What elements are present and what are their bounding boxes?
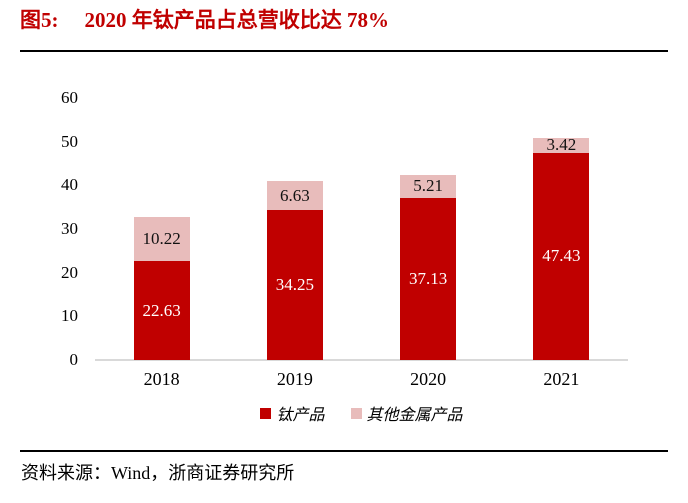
figure-title: 图5: 2020 年钛产品占总营收比达 78%	[20, 6, 389, 34]
bar-segment-series1: 34.25	[266, 210, 323, 360]
top-divider	[20, 50, 668, 52]
legend-item-series2: 其他金属产品	[350, 401, 463, 425]
legend-label: 其他金属产品	[366, 407, 463, 424]
x-axis-category-label: 2021	[543, 369, 580, 389]
x-axis-line	[95, 359, 628, 361]
figure-label: 图5:	[20, 8, 59, 32]
data-label: 3.42	[546, 135, 577, 155]
figure-title-text: 2020 年钛产品占总营收比达 78%	[84, 8, 390, 32]
legend-item-series1: 钛产品	[260, 401, 325, 425]
data-label: 10.22	[142, 228, 181, 248]
x-axis-category-label: 2020	[410, 369, 447, 389]
bar-segment-series1: 47.43	[533, 152, 590, 360]
x-axis-category-label: 2018	[143, 369, 180, 389]
y-axis-tick-label: 40	[61, 175, 78, 195]
y-axis-tick-label: 50	[61, 131, 78, 151]
data-label: 5.21	[413, 176, 443, 196]
legend-swatch-icon	[350, 407, 362, 419]
y-axis-tick-label: 0	[69, 350, 79, 369]
bar-segment-series2: 3.42	[533, 135, 590, 155]
y-axis-tick-label: 10	[61, 306, 78, 326]
data-label: 37.13	[409, 268, 448, 288]
data-label: 22.63	[142, 300, 181, 320]
bar-segment-series2: 5.21	[400, 175, 457, 198]
legend-label: 钛产品	[276, 407, 325, 424]
y-axis-tick-label: 60	[61, 88, 78, 107]
chart-legend: 钛产品 其他金属产品	[95, 401, 628, 425]
x-axis-category-label: 2019	[276, 369, 313, 389]
legend-swatch-icon	[260, 407, 272, 419]
y-axis-tick-label: 30	[61, 219, 78, 238]
data-label: 34.25	[275, 275, 314, 295]
data-label: 47.43	[542, 246, 581, 266]
bottom-divider	[20, 450, 668, 452]
source-note: 资料来源：Wind，浙商证券研究所	[21, 463, 295, 483]
data-label: 6.63	[280, 185, 310, 205]
y-axis-tick-label: 20	[61, 262, 78, 282]
bar-segment-series1: 22.63	[133, 261, 190, 360]
bar-segment-series2: 6.63	[266, 181, 323, 211]
stacked-bar-chart: 0 10 20 30 40 50 60 22.63 10.22 2018 34.25 6.63 2019…	[61, 88, 628, 389]
bar-segment-series1: 37.13	[400, 197, 457, 360]
bar-segment-series2: 10.22	[133, 216, 190, 262]
